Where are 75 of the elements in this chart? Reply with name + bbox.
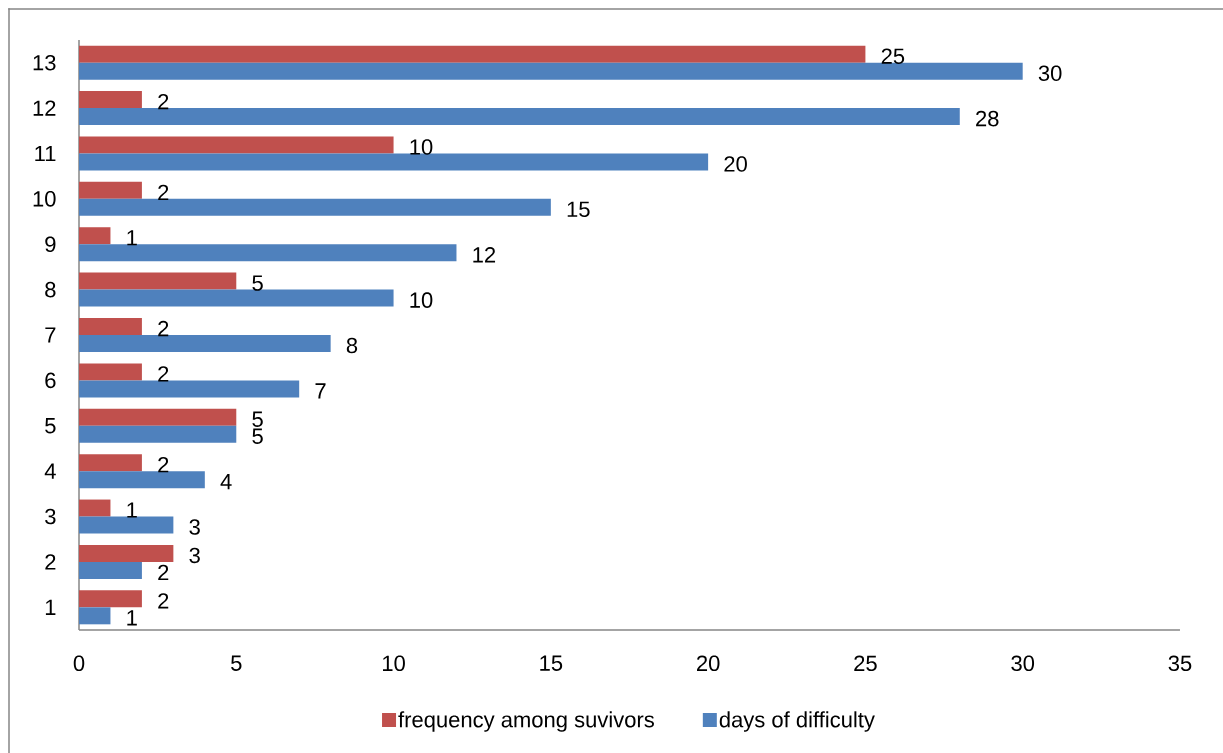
data-label: 4 <box>220 474 232 490</box>
bar <box>79 454 142 472</box>
data-label: 8 <box>346 337 358 354</box>
data-label: 2 <box>158 456 169 473</box>
legend-label: frequency among suvivors <box>398 711 654 732</box>
data-label: 1 <box>127 610 137 626</box>
y-tick-label: 9 <box>45 236 56 253</box>
y-tick-label: 5 <box>45 418 56 434</box>
bar <box>79 408 237 426</box>
legend-label: days of difficulty <box>719 711 875 732</box>
bar <box>79 318 142 336</box>
bar <box>79 289 394 307</box>
data-label: 2 <box>158 366 169 382</box>
data-label: 2 <box>158 564 169 581</box>
y-tick-label: 3 <box>45 508 56 525</box>
data-label: 3 <box>189 519 200 535</box>
x-tick-label: 5 <box>231 655 242 671</box>
y-tick-label: 13 <box>33 54 56 71</box>
bar <box>79 272 237 290</box>
bar <box>79 499 111 517</box>
bar <box>79 335 331 353</box>
data-label: 2 <box>158 184 169 201</box>
data-label: 30 <box>1038 65 1062 81</box>
bar <box>79 363 142 381</box>
bar <box>79 471 205 489</box>
x-tick-label: 10 <box>383 655 405 672</box>
bar <box>79 108 960 126</box>
y-tick-label: 1 <box>45 599 56 615</box>
data-label: 10 <box>410 139 433 155</box>
y-tick-label: 7 <box>45 327 56 343</box>
data-label: 2 <box>158 593 169 609</box>
data-label: 2 <box>158 93 169 110</box>
data-label: 25 <box>881 48 905 64</box>
x-tick-label: 25 <box>854 655 877 672</box>
data-label: 1 <box>127 230 137 246</box>
y-tick-label: 12 <box>33 100 56 116</box>
bar <box>79 607 111 625</box>
y-tick-label: 6 <box>45 372 56 389</box>
data-label: 28 <box>976 110 999 127</box>
data-label: 12 <box>473 247 496 263</box>
bar <box>79 227 111 245</box>
bar <box>79 181 142 199</box>
data-label: 2 <box>158 320 169 337</box>
x-tick-label: 0 <box>73 655 85 672</box>
y-tick-label: 11 <box>35 145 56 162</box>
y-tick-label: 2 <box>45 554 56 570</box>
x-tick-label: 20 <box>697 655 720 672</box>
data-label: 7 <box>315 383 326 399</box>
data-label: 15 <box>567 201 590 218</box>
bar <box>79 516 174 534</box>
bar <box>79 380 300 398</box>
data-label: 1 <box>127 502 137 518</box>
data-label: 5 <box>252 411 263 427</box>
bar <box>79 62 1023 80</box>
bar <box>79 136 394 154</box>
bar <box>79 45 866 63</box>
data-label: 20 <box>724 156 747 172</box>
x-tick-label: 30 <box>1011 655 1035 672</box>
bar <box>79 561 142 579</box>
x-tick-label: 35 <box>1168 655 1192 672</box>
data-label: 5 <box>252 275 263 291</box>
bar <box>79 544 174 562</box>
x-tick-label: 15 <box>540 655 563 671</box>
y-tick-label: 10 <box>33 191 56 207</box>
bar <box>79 153 709 171</box>
data-label: 5 <box>252 428 263 444</box>
bar <box>79 425 237 443</box>
bar <box>79 198 551 216</box>
data-label: 3 <box>189 547 200 564</box>
y-tick-label: 4 <box>44 463 56 479</box>
bar <box>79 590 142 608</box>
bar <box>79 244 457 262</box>
bar <box>79 91 142 109</box>
data-label: 10 <box>410 292 433 308</box>
y-tick-label: 8 <box>45 281 56 298</box>
